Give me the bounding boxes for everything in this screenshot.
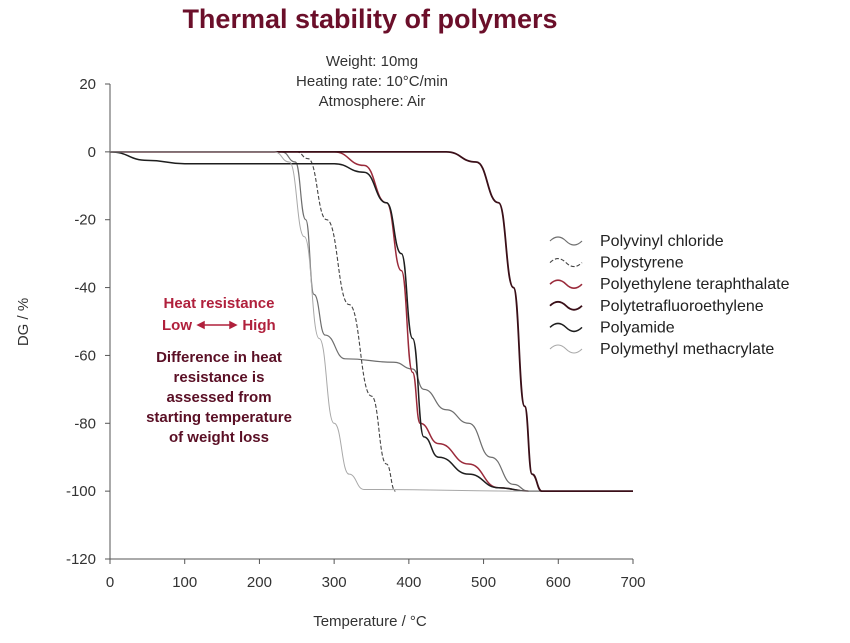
series-line-polyvinyl-chloride <box>109 151 633 492</box>
x-tick-label: 700 <box>620 574 645 591</box>
y-tick-label: -20 <box>74 212 96 229</box>
series-line-polymethyl-methacrylate <box>109 151 529 492</box>
legend-label: Polyethylene teraphthalate <box>600 276 790 293</box>
annotation-text: resistance is <box>174 369 265 386</box>
y-tick-label: -60 <box>74 347 96 364</box>
x-tick-label: 600 <box>546 574 571 591</box>
annotation-text: of weight loss <box>169 429 269 446</box>
legend-label: Polymethyl methacrylate <box>600 341 774 358</box>
condition-atmosphere: Atmosphere: Air <box>319 93 426 110</box>
legend-label: Polyvinyl chloride <box>600 233 724 250</box>
x-tick-label: 400 <box>396 574 421 591</box>
annotation-text: Difference in heat <box>156 349 282 366</box>
legend-swatch <box>549 300 583 311</box>
y-tick-label: 0 <box>88 144 96 161</box>
y-tick-label: 20 <box>79 76 96 93</box>
legend-label: Polystyrene <box>600 255 684 272</box>
x-tick-label: 0 <box>106 574 114 591</box>
series-line-polytetrafluoroethylene <box>109 150 633 493</box>
legend-swatch <box>549 322 583 333</box>
legend-swatch <box>549 258 583 268</box>
x-tick-label: 100 <box>172 574 197 591</box>
legend-swatch <box>549 279 583 289</box>
x-tick-label: 500 <box>471 574 496 591</box>
annotation-low: Low <box>162 317 192 334</box>
y-tick-label: -120 <box>66 551 96 568</box>
legend-swatch <box>549 344 583 354</box>
legend-label: Polytetrafluoroethylene <box>600 298 764 315</box>
x-axis-label: Temperature / °C <box>313 613 427 630</box>
condition-heating-rate: Heating rate: 10°C/min <box>296 73 448 90</box>
series-line-polyamide <box>109 151 529 492</box>
y-axis-label: DG / % <box>15 298 32 346</box>
annotation-text: starting temperature <box>146 409 292 426</box>
legend-swatch <box>549 236 583 246</box>
condition-weight: Weight: 10mg <box>326 53 418 70</box>
legend-label: Polyamide <box>600 319 675 336</box>
x-tick-label: 200 <box>247 574 272 591</box>
y-tick-label: -40 <box>74 280 96 297</box>
x-tick-label: 300 <box>322 574 347 591</box>
annotation-high: High <box>242 317 275 334</box>
annotation-text: assessed from <box>166 389 271 406</box>
y-tick-label: -100 <box>66 483 96 500</box>
double-arrow-icon <box>196 320 238 330</box>
annotation-heat-resistance: Heat resistance <box>164 295 275 312</box>
chart-title: Thermal stability of polymers <box>182 4 557 34</box>
y-tick-label: -80 <box>74 415 96 432</box>
